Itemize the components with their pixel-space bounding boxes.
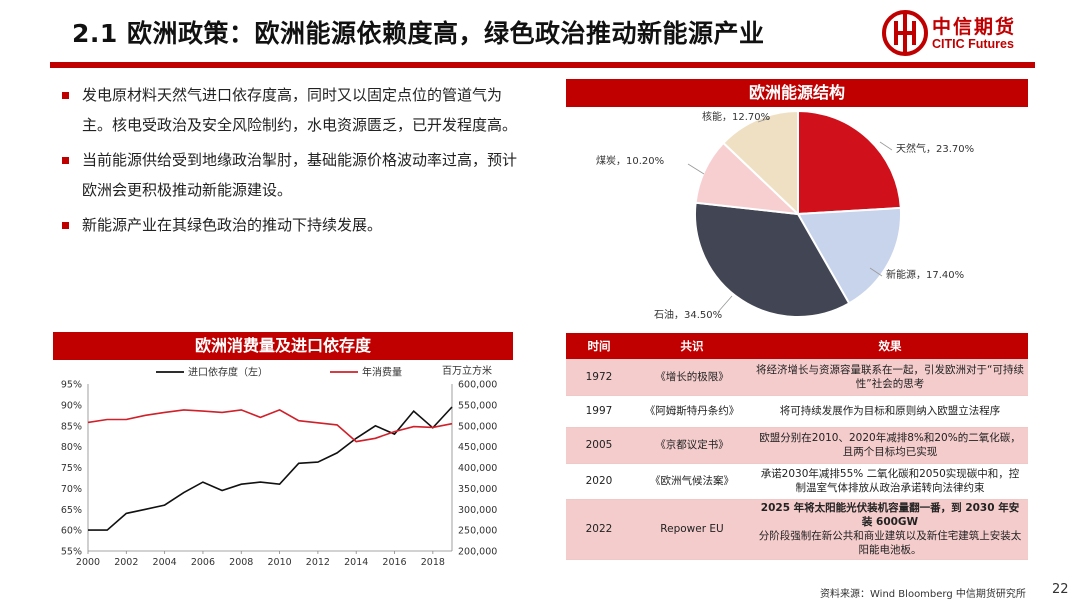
- left-axis-tick-label: 75%: [61, 463, 82, 474]
- table-cell-effect: 2025 年将太阳能光伏装机容量翻一番，到 2030 年安装 600GW 分阶段…: [752, 499, 1028, 560]
- x-axis-tick-label: 2004: [153, 557, 177, 568]
- right-axis-tick-label: 600,000: [458, 380, 497, 391]
- x-axis-tick-label: 2006: [191, 557, 215, 568]
- x-axis-tick-label: 2000: [76, 557, 100, 568]
- bullet-square-icon: [62, 92, 69, 99]
- title-divider: [50, 62, 1035, 68]
- x-axis-tick-label: 2016: [382, 557, 406, 568]
- table-cell-year: 1997: [566, 395, 632, 428]
- table-header-row: 时间 共识 效果: [566, 333, 1028, 359]
- x-axis-tick-label: 2014: [344, 557, 368, 568]
- policy-table: 时间 共识 效果 1972 《增长的极限》 将经济增长与资源容量联系在一起，引发…: [566, 333, 1028, 560]
- table-cell-effect: 将经济增长与资源容量联系在一起，引发欧洲对于“可持续性”社会的思考: [752, 359, 1028, 396]
- right-axis-tick-label: 550,000: [458, 400, 497, 411]
- citic-logo-icon: [882, 10, 928, 56]
- table-cell-year: 2022: [566, 499, 632, 560]
- table-cell-year: 1972: [566, 359, 632, 396]
- right-axis-tick-label: 350,000: [458, 484, 497, 495]
- right-axis-tick-label: 400,000: [458, 463, 497, 474]
- x-axis-tick-label: 2010: [267, 557, 291, 568]
- table-cell-consensus: 《京都议定书》: [632, 427, 752, 464]
- x-axis-tick-label: 2012: [306, 557, 330, 568]
- pie-chart-title: 欧洲能源结构: [566, 79, 1028, 107]
- table-header-effect: 效果: [752, 333, 1028, 359]
- citic-futures-logo: 中信期货 CITIC Futures: [882, 10, 1042, 56]
- pie-leader-line: [687, 163, 705, 175]
- pie-label: 核能，12.70%: [702, 110, 770, 123]
- pie-slice-天然气: [797, 109, 902, 216]
- table-cell-year: 2005: [566, 427, 632, 464]
- table-cell-effect-text: 分阶段强制在新公共和商业建筑以及新住宅建筑上安装太阳能电池板。: [758, 530, 1022, 556]
- table-cell-consensus: 《阿姆斯特丹条约》: [632, 395, 752, 428]
- pie-slice-核能: [721, 109, 799, 217]
- table-header-year: 时间: [566, 333, 632, 359]
- bullet-text: 当前能源供给受到地缘政治掣肘，基础能源价格波动率过高，预计欧洲会更积极推动新能源…: [82, 151, 518, 199]
- energy-structure-pie-chart: 天然气，23.70% 新能源，17.40% 石油，34.50% 煤炭，10.20% 核能…: [596, 109, 974, 321]
- table-row: 1997 《阿姆斯特丹条约》 将可持续发展作为目标和原则纳入欧盟立法程序: [566, 395, 1028, 428]
- import-dependence-series-line: [88, 406, 453, 531]
- left-axis-tick-label: 55%: [61, 547, 82, 558]
- bullet-item: 发电原材料天然气进口依存度高，同时又以固定点位的管道气为主。核电受政治及安全风险…: [60, 80, 520, 140]
- bullet-text: 发电原材料天然气进口依存度高，同时又以固定点位的管道气为主。核电受政治及安全风险…: [82, 86, 518, 134]
- left-axis-tick-label: 70%: [61, 484, 82, 495]
- table-header-consensus: 共识: [632, 333, 752, 359]
- table-cell-consensus: Repower EU: [632, 499, 752, 560]
- right-axis-tick-label: 450,000: [458, 442, 497, 453]
- bullet-square-icon: [62, 157, 69, 164]
- legend-label: 年消费量: [362, 366, 402, 379]
- table-row: 2022 Repower EU 2025 年将太阳能光伏装机容量翻一番，到 20…: [566, 499, 1028, 560]
- pie-label: 石油，34.50%: [654, 308, 722, 321]
- bullet-text: 新能源产业在其绿色政治的推动下持续发展。: [82, 216, 383, 234]
- bullet-list: 发电原材料天然气进口依存度高，同时又以固定点位的管道气为主。核电受政治及安全风险…: [60, 80, 520, 245]
- table-cell-effect: 将可持续发展作为目标和原则纳入欧盟立法程序: [752, 395, 1028, 428]
- annual-consumption-series-line: [87, 409, 453, 443]
- pie-leader-line: [879, 141, 893, 151]
- left-axis-tick-label: 90%: [61, 400, 82, 411]
- source-note: 资料来源：Wind Bloomberg 中信期货研究所: [820, 589, 1026, 600]
- pie-slice-石油: [694, 201, 851, 318]
- left-axis-tick-label: 95%: [61, 380, 82, 391]
- legend-label: 进口依存度（左）: [188, 366, 268, 379]
- table-cell-effect: 承诺2030年减排55% 二氧化碳和2050实现碳中和，控制温室气体排放从政治承…: [752, 463, 1028, 500]
- consumption-dependence-line-chart: 55% 60% 65% 70% 75% 80% 85% 90% 95% 200,000 250,00…: [61, 364, 497, 568]
- pie-label: 新能源，17.40%: [886, 268, 964, 281]
- left-axis-tick-label: 80%: [61, 442, 82, 453]
- page-number: 22: [1052, 582, 1069, 597]
- right-axis-tick-label: 250,000: [458, 526, 497, 537]
- left-axis-tick-label: 85%: [61, 421, 82, 432]
- right-axis-tick-label: 300,000: [458, 505, 497, 516]
- bullet-item: 当前能源供给受到地缘政治掣肘，基础能源价格波动率过高，预计欧洲会更积极推动新能源…: [60, 145, 520, 205]
- bullet-square-icon: [62, 222, 69, 229]
- pie-slice-新能源: [796, 206, 902, 305]
- logo-text-cn: 中信期货: [932, 16, 1017, 38]
- pie-leader-line: [717, 295, 733, 313]
- table-cell-consensus: 《欧洲气候法案》: [632, 463, 752, 500]
- logo-text-en: CITIC Futures: [932, 37, 1014, 51]
- left-axis-tick-label: 60%: [61, 526, 82, 537]
- pie-leader-line: [869, 267, 883, 277]
- table-cell-year: 2020: [566, 463, 632, 500]
- right-axis-unit-label: 百万立方米: [442, 364, 492, 377]
- table-cell-effect: 欧盟分别在2010、2020年减排8%和20%的二氧化碳，且两个目标均已实现: [752, 427, 1028, 464]
- right-axis-tick-label: 200,000: [458, 547, 497, 558]
- pie-label: 煤炭，10.20%: [596, 154, 664, 167]
- pie-leader-line: [757, 117, 771, 123]
- page-title: 2.1 欧洲政策：欧洲能源依赖度高，绿色政治推动新能源产业: [72, 19, 765, 48]
- pie-label: 天然气，23.70%: [896, 142, 974, 155]
- bullet-item: 新能源产业在其绿色政治的推动下持续发展。: [60, 210, 520, 240]
- table-cell-effect-highlight: 2025 年将太阳能光伏装机容量翻一番，到 2030 年安装 600GW: [760, 502, 1020, 528]
- right-axis-tick-label: 500,000: [458, 421, 497, 432]
- table-row: 2005 《京都议定书》 欧盟分别在2010、2020年减排8%和20%的二氧化…: [566, 427, 1028, 464]
- table-cell-consensus: 《增长的极限》: [632, 359, 752, 396]
- table-row: 1972 《增长的极限》 将经济增长与资源容量联系在一起，引发欧洲对于“可持续性…: [566, 359, 1028, 396]
- line-chart-title: 欧洲消费量及进口依存度: [53, 332, 513, 360]
- x-axis-tick-label: 2008: [229, 557, 253, 568]
- x-axis-tick-label: 2002: [114, 557, 138, 568]
- x-axis-tick-label: 2018: [421, 557, 445, 568]
- table-row: 2020 《欧洲气候法案》 承诺2030年减排55% 二氧化碳和2050实现碳中…: [566, 463, 1028, 500]
- left-axis-tick-label: 65%: [61, 505, 82, 516]
